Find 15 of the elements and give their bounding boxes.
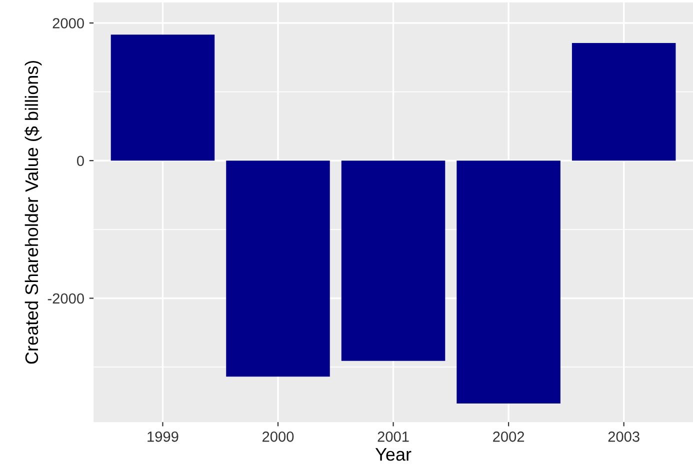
- bar: [110, 34, 215, 161]
- y-axis-title: Created Shareholder Value ($ billions): [24, 60, 42, 364]
- y-tick-label: -2000: [48, 293, 84, 304]
- y-tick-label: 2000: [52, 18, 84, 28]
- x-tick-label: 2000: [262, 432, 294, 442]
- x-tick-label: 1999: [148, 432, 178, 442]
- bar: [226, 160, 330, 377]
- y-tick-label: 0: [76, 156, 84, 166]
- x-tick-label: 2001: [378, 432, 409, 442]
- x-axis-title: Year: [375, 448, 412, 461]
- bar: [572, 42, 676, 161]
- x-tick-label: 2003: [608, 432, 640, 442]
- x-tick-label: 2002: [493, 432, 524, 442]
- bar: [341, 160, 446, 361]
- bar: [456, 160, 560, 404]
